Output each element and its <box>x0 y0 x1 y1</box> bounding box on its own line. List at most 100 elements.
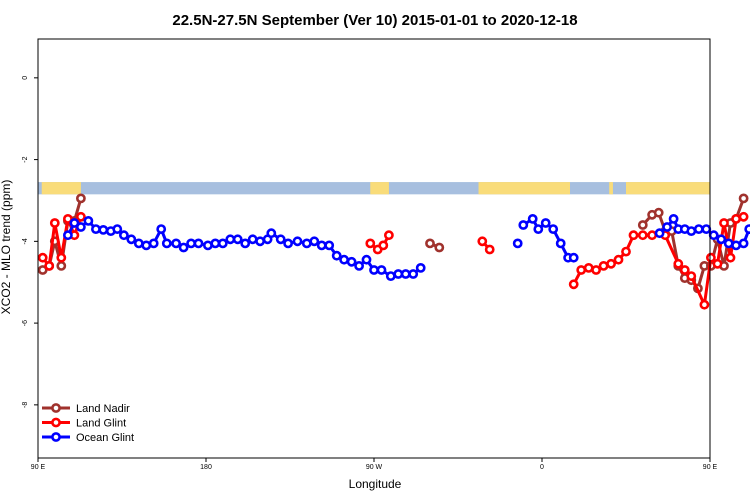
data-point <box>548 224 559 234</box>
map-strip-land <box>370 182 389 195</box>
data-point <box>369 265 379 275</box>
y-axis-title: XCO2 - MLO trend (ppm) <box>0 180 13 315</box>
map-strip-land <box>609 182 613 195</box>
data-point <box>512 238 523 249</box>
data-point <box>283 238 293 249</box>
data-point <box>723 238 734 249</box>
data-point <box>744 224 750 234</box>
data-point <box>156 224 167 234</box>
data-point <box>378 240 389 251</box>
legend-item: Land Glint <box>42 418 126 430</box>
legend-swatch-marker <box>51 432 61 442</box>
data-point <box>112 224 123 234</box>
data-point <box>725 252 736 263</box>
data-point <box>540 218 551 228</box>
data-point <box>63 213 73 224</box>
data-point <box>621 246 631 257</box>
data-point <box>662 222 672 232</box>
y-tick-label: 0 <box>22 76 29 80</box>
data-point <box>637 230 648 241</box>
data-point <box>119 230 129 241</box>
data-point <box>668 213 679 224</box>
data-point <box>415 262 426 273</box>
data-point <box>400 269 411 279</box>
data-point <box>37 265 48 275</box>
data-point <box>324 240 335 251</box>
data-point <box>701 224 712 234</box>
data-point <box>647 230 657 241</box>
data-point <box>434 242 445 253</box>
y-tick-label: -8 <box>22 402 29 408</box>
legend-label: Land Glint <box>76 418 126 430</box>
data-point <box>316 240 327 251</box>
data-point <box>613 254 624 265</box>
data-point <box>91 224 101 234</box>
y-tick-label: -2 <box>22 156 29 162</box>
data-point <box>161 238 172 249</box>
map-strip-land <box>41 182 81 195</box>
data-point <box>37 252 48 263</box>
data-point <box>679 265 690 275</box>
x-tick-label: 90 E <box>703 464 718 471</box>
x-tick-label: 180 <box>200 464 212 471</box>
chart-title: 22.5N-27.5N September (Ver 10) 2015-01-0… <box>172 12 577 29</box>
data-point <box>716 234 727 245</box>
legend-swatch-marker <box>51 417 61 428</box>
data-point <box>56 260 67 271</box>
data-point <box>301 238 312 249</box>
data-point <box>653 207 664 218</box>
y-tick-label: -6 <box>22 320 29 326</box>
x-tick-label: 0 <box>540 464 544 471</box>
data-point <box>83 215 94 226</box>
data-point <box>171 238 181 249</box>
data-point <box>591 265 601 275</box>
data-point <box>49 218 60 228</box>
data-point <box>232 234 243 245</box>
data-point <box>568 279 579 290</box>
data-point <box>738 211 749 222</box>
data-point <box>133 238 144 249</box>
data-point <box>126 234 137 245</box>
data-point <box>339 254 349 265</box>
data-point <box>76 193 86 204</box>
data-point <box>527 213 538 224</box>
data-point <box>738 238 749 249</box>
data-point <box>309 236 320 247</box>
legend-label: Land Nadir <box>76 403 130 415</box>
data-point <box>555 238 566 249</box>
data-point <box>576 265 587 275</box>
data-point <box>637 220 648 230</box>
data-point <box>731 240 741 251</box>
data-point <box>606 258 616 269</box>
data-point <box>76 222 86 232</box>
data-point <box>719 218 729 228</box>
data-point <box>731 213 741 224</box>
data-point <box>76 211 86 222</box>
map-strip-land <box>478 182 570 195</box>
data-point <box>346 256 357 267</box>
data-point <box>533 224 544 234</box>
data-point <box>712 258 723 269</box>
data-point <box>568 252 579 263</box>
data-point <box>628 230 639 241</box>
data-point <box>292 236 303 247</box>
data-point <box>477 236 488 247</box>
data-point <box>331 250 342 261</box>
data-point <box>255 236 265 247</box>
data-point <box>210 238 221 249</box>
x-tick-label: 90 E <box>31 464 46 471</box>
data-point <box>518 220 529 230</box>
data-point <box>275 234 286 245</box>
legend-label: Ocean Glint <box>76 432 134 444</box>
data-point <box>673 258 684 269</box>
data-point <box>217 238 228 249</box>
data-point <box>63 230 73 241</box>
data-point <box>686 271 697 281</box>
data-point <box>365 238 376 249</box>
data-point <box>141 240 152 251</box>
data-point <box>202 240 213 251</box>
data-point <box>44 260 55 271</box>
data-point <box>240 238 251 249</box>
data-point <box>383 230 394 241</box>
